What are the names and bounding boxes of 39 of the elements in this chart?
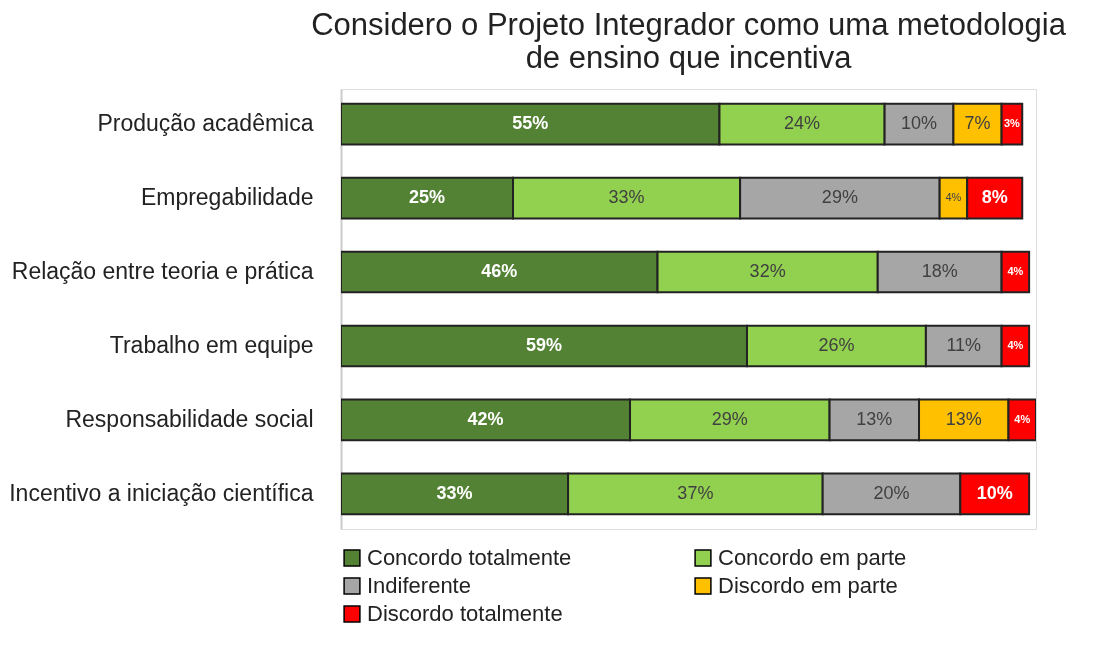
data-label: 42% bbox=[467, 408, 504, 429]
data-label: 55% bbox=[512, 113, 549, 134]
y-tick-label: Produção acadêmica bbox=[97, 110, 314, 137]
data-label: 10% bbox=[976, 482, 1013, 503]
data-label: 7% bbox=[964, 113, 991, 134]
data-label: 10% bbox=[901, 113, 938, 134]
data-label: 37% bbox=[677, 482, 714, 503]
data-label: 59% bbox=[525, 334, 563, 355]
legend-label: Indiferente bbox=[367, 573, 471, 598]
data-label: 26% bbox=[818, 334, 855, 355]
y-tick-label: Empregabilidade bbox=[140, 184, 314, 211]
data-label: 3% bbox=[1003, 117, 1021, 130]
data-label: 4% bbox=[1014, 412, 1031, 425]
y-tick-label: Trabalho em equipe bbox=[109, 331, 314, 358]
chart-title: Considero o Projeto Integrador como uma metodologia de ensino que incentiva bbox=[311, 7, 1067, 75]
data-label: 33% bbox=[608, 187, 645, 208]
data-label: 8% bbox=[981, 187, 1008, 208]
data-label: 4% bbox=[1007, 265, 1024, 278]
legend-label: Concordo totalmente bbox=[367, 545, 572, 570]
legend-label: Discordo totalmente bbox=[367, 601, 563, 626]
data-label: 4% bbox=[1007, 338, 1024, 351]
y-tick-label: Incentivo a iniciação científica bbox=[9, 479, 314, 506]
data-label: 25% bbox=[409, 187, 446, 208]
data-label: 33% bbox=[436, 482, 473, 503]
data-label: 32% bbox=[749, 261, 786, 282]
legend-label: Concordo em parte bbox=[718, 545, 907, 570]
data-label: 24% bbox=[784, 113, 821, 134]
y-tick-label: Responsabilidade social bbox=[65, 405, 314, 432]
data-label: 4% bbox=[945, 191, 962, 204]
data-label: 18% bbox=[921, 261, 958, 282]
data-label: 46% bbox=[481, 261, 518, 282]
legend-label: Discordo em parte bbox=[718, 573, 898, 598]
data-label: 29% bbox=[711, 408, 748, 429]
data-label: 13% bbox=[945, 408, 982, 429]
data-label: 20% bbox=[873, 482, 910, 503]
data-label: 29% bbox=[821, 187, 858, 208]
data-label: 11% bbox=[946, 334, 982, 355]
data-label: 13% bbox=[856, 408, 893, 429]
y-tick-label: Relação entre teoria e prática bbox=[11, 258, 314, 285]
